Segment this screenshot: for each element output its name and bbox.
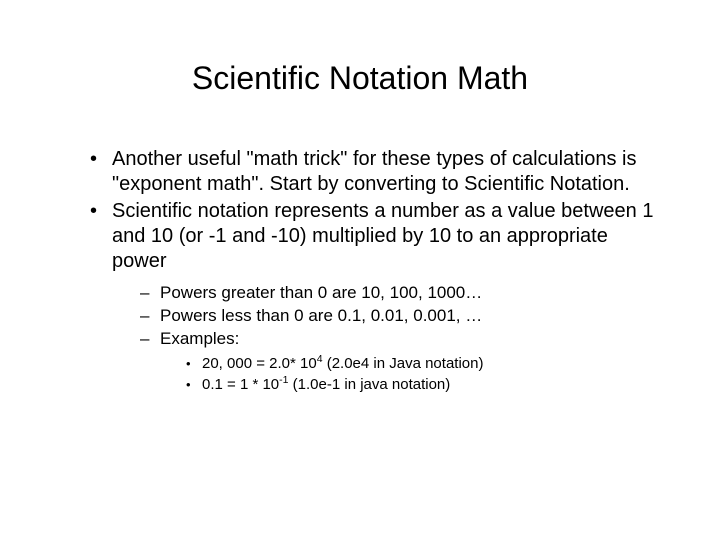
sub-bullet-item: Examples: 20, 000 = 2.0* 104 (2.0e4 in J… (140, 328, 660, 395)
bullet-item: Scientific notation represents a number … (90, 199, 660, 395)
bullet-item: Another useful "math trick" for these ty… (90, 147, 660, 197)
slide-title: Scientific Notation Math (60, 60, 660, 97)
sub-bullet-text: Examples: (160, 329, 239, 348)
bullet-list-level2: Powers greater than 0 are 10, 100, 1000…… (112, 282, 660, 395)
example-prefix: 0.1 = 1 * 10 (202, 376, 279, 393)
example-item: 20, 000 = 2.0* 104 (2.0e4 in Java notati… (186, 354, 660, 374)
example-prefix: 20, 000 = 2.0* 10 (202, 355, 317, 372)
example-item: 0.1 = 1 * 10-1 (1.0e-1 in java notation) (186, 375, 660, 395)
example-suffix: (1.0e-1 in java notation) (289, 376, 451, 393)
sub-bullet-item: Powers greater than 0 are 10, 100, 1000… (140, 282, 660, 304)
sub-bullet-item: Powers less than 0 are 0.1, 0.01, 0.001,… (140, 305, 660, 327)
example-suffix: (2.0e4 in Java notation) (323, 355, 484, 372)
bullet-text: Scientific notation represents a number … (112, 200, 653, 272)
slide: Scientific Notation Math Another useful … (0, 0, 720, 540)
example-exponent: -1 (279, 374, 288, 386)
bullet-list-level1: Another useful "math trick" for these ty… (60, 147, 660, 395)
bullet-list-level3: 20, 000 = 2.0* 104 (2.0e4 in Java notati… (160, 354, 660, 395)
